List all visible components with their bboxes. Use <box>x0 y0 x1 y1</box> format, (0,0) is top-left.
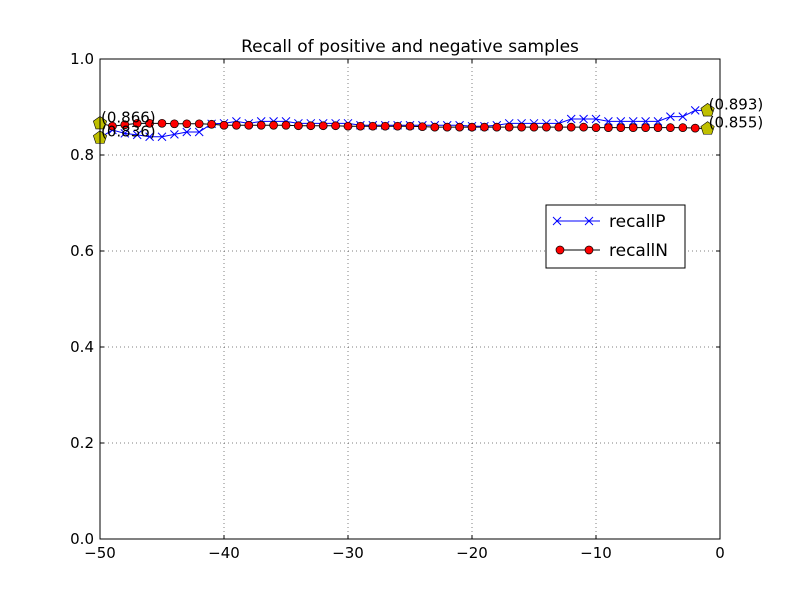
point-recallN <box>430 122 440 132</box>
point-recallN <box>269 120 278 130</box>
point-recallN <box>554 122 564 132</box>
point-recallN <box>207 119 216 129</box>
annotation-label: (0.836) <box>101 123 156 141</box>
annotation-label: (0.893) <box>709 95 764 113</box>
point-recallN <box>492 122 502 132</box>
annotations: (0.866)(0.836) (0.893)(0.855) <box>101 95 763 140</box>
chart-title: Recall of positive and negative samples <box>241 37 579 57</box>
y-tick-label: 0.2 <box>70 434 94 452</box>
point-recallN <box>306 121 316 131</box>
point-recallN <box>108 121 117 131</box>
point-recallN <box>145 118 154 128</box>
point-recallN <box>380 121 390 131</box>
y-tick-label: 0.0 <box>70 530 94 548</box>
x-tick-label: −10 <box>580 544 612 562</box>
series-recallN <box>95 118 712 133</box>
point-recallN <box>467 122 477 132</box>
legend: recallP recallN <box>545 204 686 269</box>
legend-label-recallN: recallN <box>609 241 668 261</box>
point-recallN <box>542 122 551 132</box>
point-recallP <box>591 114 601 124</box>
point-recallN <box>442 122 452 132</box>
point-recallN <box>294 121 303 131</box>
point-recallN <box>194 119 204 129</box>
point-recallN <box>219 120 229 130</box>
legend-marker-recallP <box>552 216 594 226</box>
point-recallN <box>604 123 613 132</box>
x-tick-label: −30 <box>332 544 364 562</box>
axis-ticks: −50 −40 −30 −20 −10 0 0.0 0.2 0.4 0.6 0.8 1.0 <box>70 50 725 562</box>
x-tick-label: −20 <box>456 544 488 562</box>
point-recallN <box>455 122 464 132</box>
point-recallN <box>529 122 539 132</box>
point-recallN <box>690 123 700 133</box>
point-recallN <box>244 120 254 130</box>
point-recallN <box>616 123 626 132</box>
point-recallP <box>604 117 613 126</box>
x-tick-label: −50 <box>84 544 116 562</box>
point-recallP <box>182 127 192 137</box>
legend-marker-recallN <box>555 245 594 255</box>
point-recallN <box>480 122 489 132</box>
point-recallP <box>641 117 650 126</box>
y-tick-label: 0.6 <box>70 242 94 260</box>
annotation-label: (0.866) <box>101 108 156 126</box>
point-recallN <box>628 123 638 132</box>
point-recallN <box>418 122 427 132</box>
annotation-label: (0.855) <box>709 114 764 132</box>
point-recallN <box>356 121 365 131</box>
point-recallP <box>170 130 179 139</box>
point-recallN <box>591 123 601 132</box>
highlight-marker <box>700 102 715 117</box>
point-recallN <box>666 123 675 132</box>
legend-label-recallP: recallP <box>609 212 666 232</box>
point-recallN <box>318 121 328 131</box>
point-recallP <box>145 132 154 142</box>
legend-box <box>545 204 686 269</box>
point-recallP <box>157 132 167 142</box>
y-tick-label: 1.0 <box>70 50 94 68</box>
point-recallN <box>653 123 663 132</box>
point-recallP <box>616 117 626 126</box>
point-recallN <box>368 121 378 131</box>
y-tick-label: 0.4 <box>70 338 94 356</box>
highlight-marker <box>700 121 715 135</box>
point-recallN <box>132 118 142 128</box>
point-recallN <box>517 122 526 132</box>
point-recallN <box>170 119 179 129</box>
point-recallP <box>132 130 142 140</box>
point-recallP <box>690 106 700 115</box>
point-recallN <box>641 123 650 132</box>
point-recallP <box>628 117 638 126</box>
point-recallN <box>566 122 576 132</box>
series-layer <box>95 106 712 143</box>
x-tick-label: −40 <box>208 544 240 562</box>
point-recallN <box>579 122 588 132</box>
plot-frame <box>99 58 721 540</box>
point-recallN <box>393 121 402 131</box>
y-tick-label: 0.8 <box>70 146 94 164</box>
point-recallN <box>256 120 266 130</box>
point-recallN <box>504 122 514 132</box>
point-recallN <box>182 119 192 129</box>
point-recallN <box>331 121 340 131</box>
x-tick-label: 0 <box>715 544 725 562</box>
point-recallP <box>666 112 675 121</box>
point-recallN <box>678 123 688 132</box>
point-recallP <box>678 112 688 121</box>
point-recallP <box>653 117 663 126</box>
point-recallP <box>566 114 576 124</box>
point-recallN <box>405 121 415 131</box>
point-recallN <box>281 120 291 130</box>
point-recallN <box>343 121 353 131</box>
point-recallP <box>579 114 588 124</box>
point-recallP <box>194 127 204 137</box>
point-recallP <box>120 129 130 138</box>
point-recallN <box>232 120 241 130</box>
point-recallN <box>157 118 167 128</box>
point-recallN <box>120 120 130 130</box>
